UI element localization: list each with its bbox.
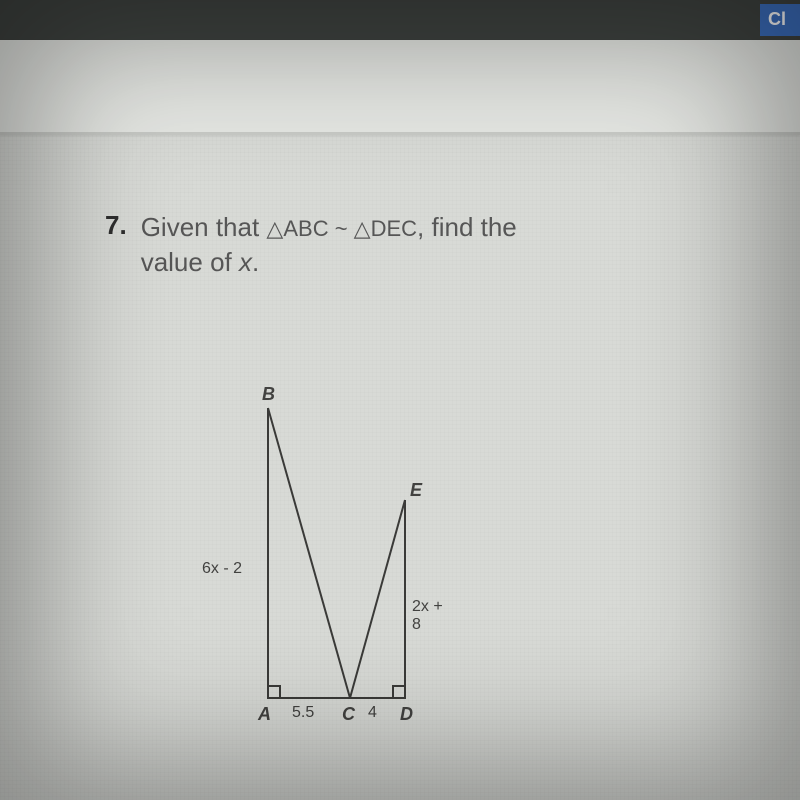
vertex-C: C bbox=[342, 704, 355, 725]
q-line2-prefix: value of bbox=[141, 247, 239, 277]
label-CD: 4 bbox=[368, 704, 377, 722]
q-tri1: △ABC bbox=[266, 216, 328, 241]
vertex-E: E bbox=[410, 480, 422, 501]
vertex-A: A bbox=[258, 704, 271, 725]
q-prefix: Given that bbox=[141, 212, 267, 242]
vertex-B: B bbox=[262, 384, 275, 405]
vertex-D: D bbox=[400, 704, 413, 725]
question-number: 7. bbox=[105, 210, 127, 241]
worksheet-page: 7. Given that △ABC ~ △DEC, find the valu… bbox=[0, 40, 800, 800]
q-line2-suffix: . bbox=[252, 247, 259, 277]
question-text: Given that △ABC ~ △DEC, find the value o… bbox=[141, 210, 517, 280]
label-DE: 2x + 8 bbox=[412, 598, 450, 634]
label-AC: 5.5 bbox=[292, 704, 314, 722]
triangle-figure: B E A C D 6x - 2 2x + 8 5.5 4 bbox=[210, 380, 450, 740]
q-variable: x bbox=[239, 247, 252, 277]
label-AB: 6x - 2 bbox=[202, 560, 242, 578]
q-tilde: ~ bbox=[329, 216, 354, 241]
figure-svg bbox=[210, 380, 450, 740]
close-button-fragment[interactable]: Cl bbox=[760, 4, 800, 36]
window-topbar: Cl bbox=[0, 0, 800, 40]
page-header-strip bbox=[0, 40, 800, 135]
q-tri2: △DEC bbox=[354, 216, 417, 241]
q-suffix1: , find the bbox=[417, 212, 517, 242]
question-block: 7. Given that △ABC ~ △DEC, find the valu… bbox=[105, 210, 760, 280]
